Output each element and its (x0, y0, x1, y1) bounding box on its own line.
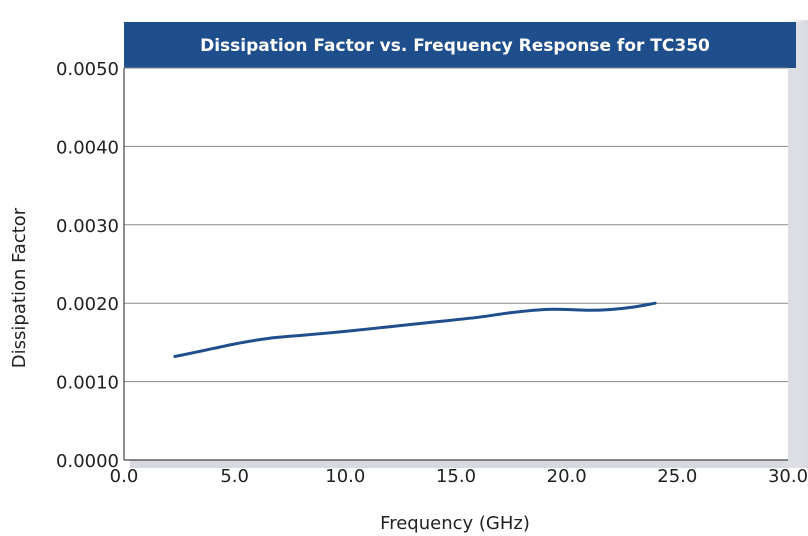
x-tick-label: 30.0 (768, 466, 808, 487)
y-axis-title: Dissipation Factor (9, 207, 30, 368)
x-tick-labels: 0.0 5.0 10.0 15.0 20.0 25.0 30.0 (110, 466, 808, 487)
x-tick-label: 20.0 (547, 466, 587, 487)
x-tick-label: 10.0 (325, 466, 365, 487)
y-tick-label: 0.0040 (56, 137, 119, 158)
chart-title: Dissipation Factor vs. Frequency Respons… (200, 36, 710, 56)
x-tick-label: 5.0 (220, 466, 249, 487)
x-axis-title: Frequency (GHz) (380, 513, 530, 534)
plot-area (124, 68, 788, 460)
y-tick-label: 0.0010 (56, 373, 119, 394)
y-tick-label: 0.0030 (56, 216, 119, 237)
x-tick-label: 15.0 (436, 466, 476, 487)
y-tick-label: 0.0050 (56, 59, 119, 80)
x-tick-label: 25.0 (657, 466, 697, 487)
y-tick-label: 0.0020 (56, 294, 119, 315)
x-tick-label: 0.0 (110, 466, 139, 487)
